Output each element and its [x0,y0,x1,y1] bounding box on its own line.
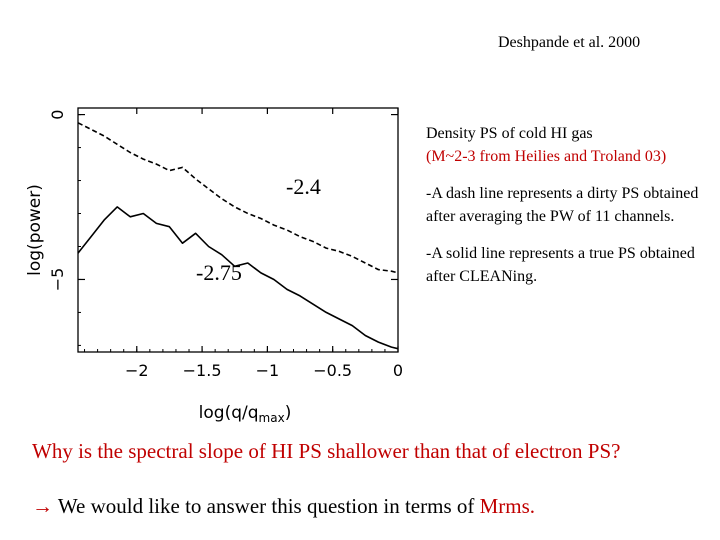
x-axis-ticks: −2 −1.5 −1 −0.5 0 [84,108,403,380]
x-axis-label-sub: max [259,411,285,425]
dashed-series-line [77,122,399,274]
arrow-icon: → [32,494,53,518]
y-tick-label: 0 [48,110,67,120]
slope-label-solid: -2.75 [196,260,242,285]
power-spectrum-chart: −2 −1.5 −1 −0.5 0 0 −5 log(power) log(q/qmax) [25,107,403,425]
x-tick-label: 0 [393,361,403,380]
citation: Deshpande et al. 2000 [498,34,641,51]
plot-border [77,107,399,353]
notes-panel: Density PS of cold HI gas (M~2-3 from He… [426,122,716,288]
x-tick-label: −0.5 [313,361,352,380]
x-axis-label: log(q/qmax) [199,403,292,425]
solid-series-line [77,206,399,350]
y-tick-label: −5 [48,268,67,292]
dash-line-note: -A dash line represents a dirty PS obtai… [426,185,699,225]
answer-highlight: Mrms. [479,494,536,518]
x-tick-label: −2 [125,361,149,380]
y-axis-label: log(power) [25,184,45,276]
answer-text: → We would like to answer this question … [32,494,535,519]
y-axis-ticks: 0 −5 [48,110,398,346]
notes-subtitle: (M~2-3 from Heilies and Troland 03) [426,148,667,165]
solid-line-note: -A solid line represents a true PS obtai… [426,245,695,285]
plot-frame [77,107,399,353]
x-axis-label-main: log(q/q [199,403,259,423]
x-tick-label: −1 [256,361,280,380]
x-axis-label-close: ) [285,403,292,423]
series-lines [77,122,399,350]
notes-title: Density PS of cold HI gas [426,125,593,142]
answer-body: We would like to answer this question in… [57,494,480,518]
slope-label-dashed: -2.4 [286,174,321,199]
x-tick-label: −1.5 [183,361,222,380]
question-text: Why is the spectral slope of HI PS shall… [32,439,621,463]
